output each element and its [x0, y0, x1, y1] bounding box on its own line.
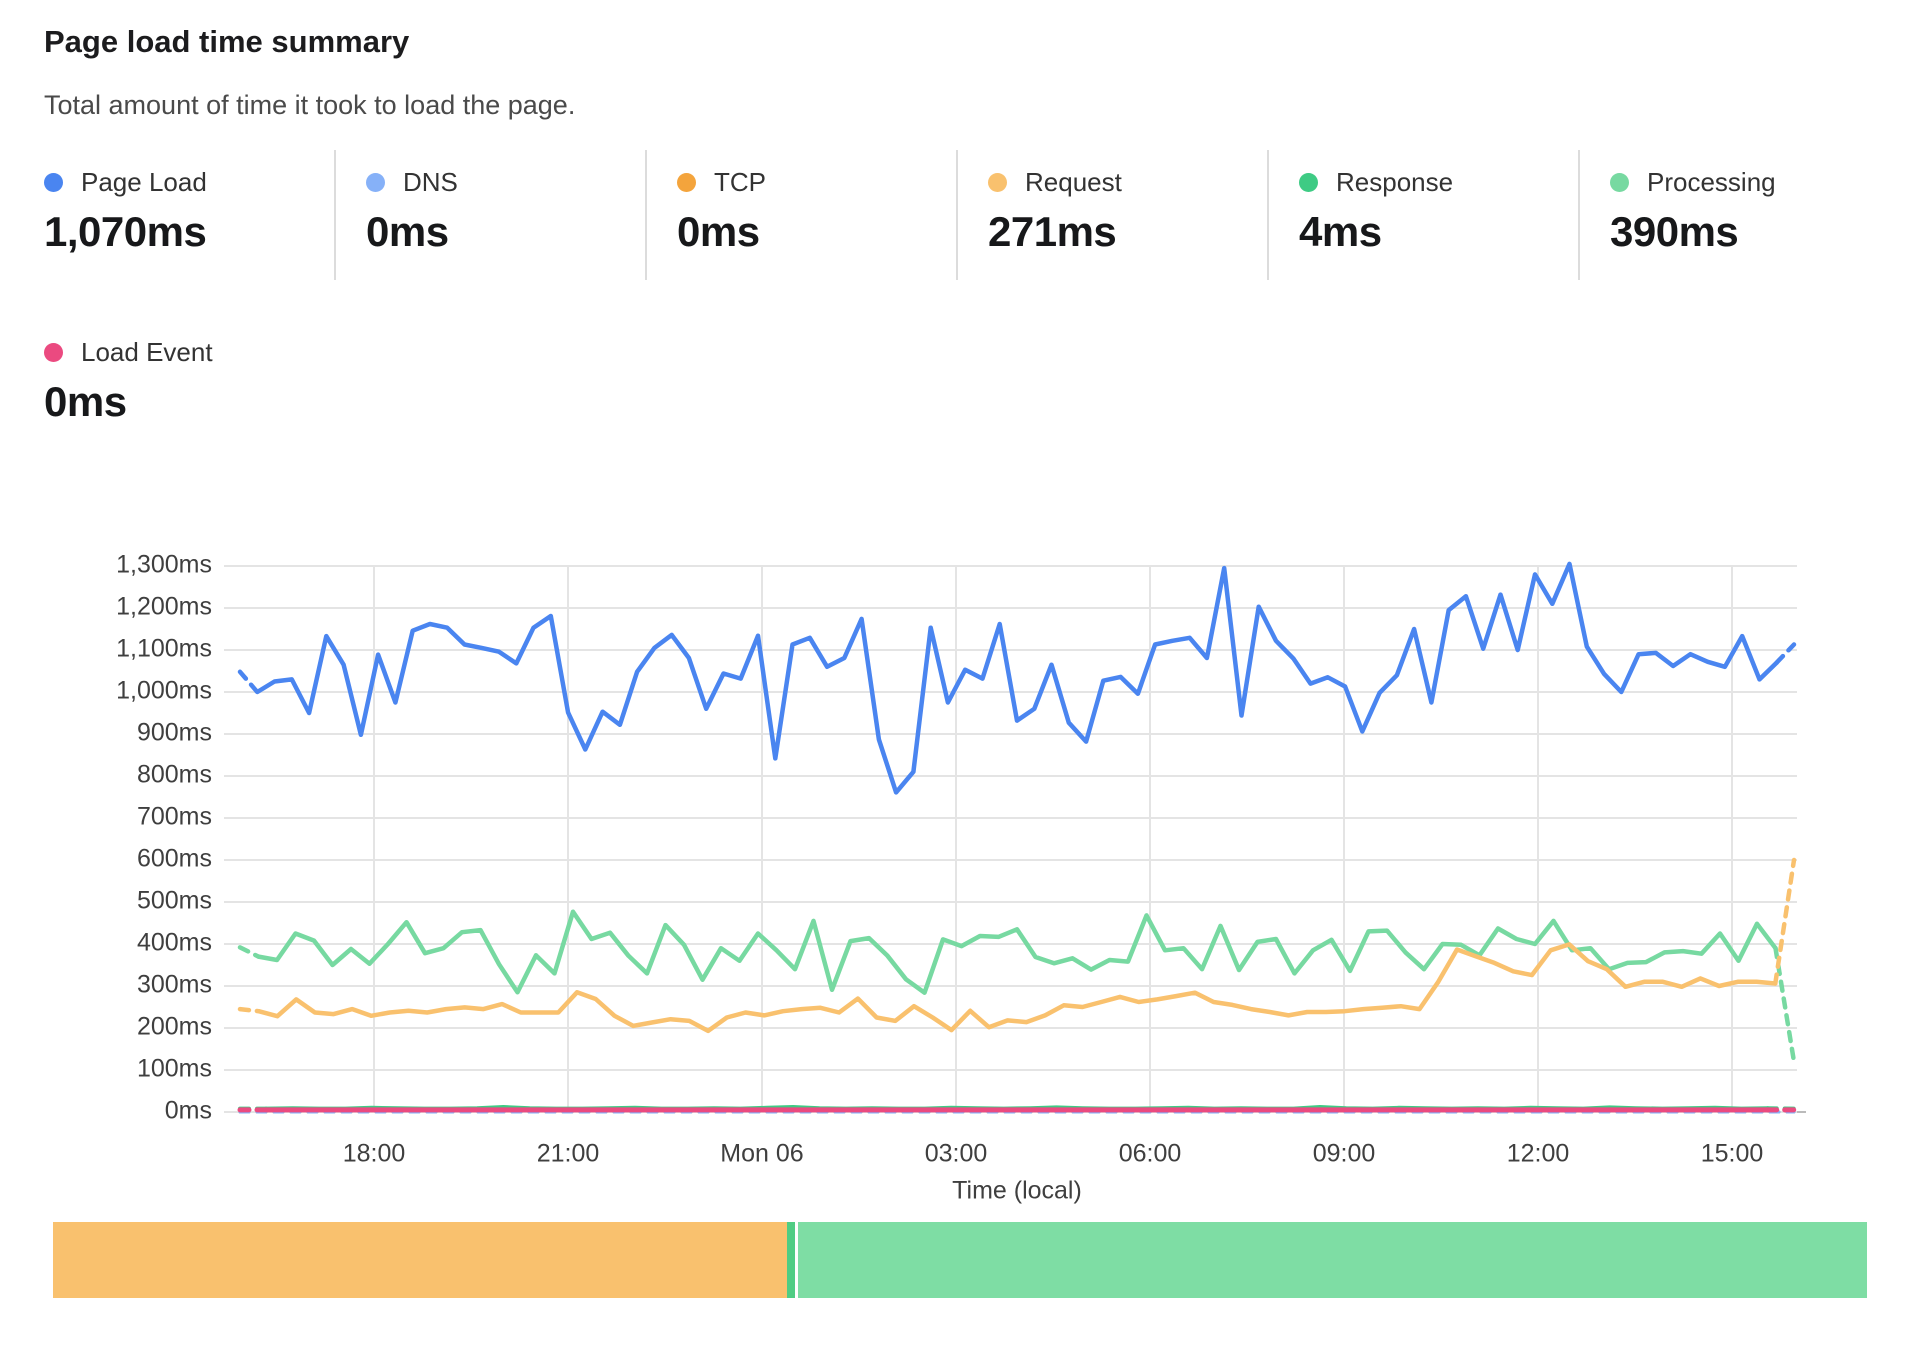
metric-value: 1,070ms	[44, 208, 207, 255]
metrics-legend-row2: Load Event 0ms	[44, 320, 334, 468]
series-line-page-load-dash-end	[1774, 642, 1797, 665]
y-tick-label: 400ms	[137, 929, 212, 957]
legend-label: Response	[1336, 166, 1454, 197]
x-tick-label: 18:00	[343, 1140, 406, 1168]
load-time-share-bar	[53, 1222, 1867, 1298]
y-tick-label: 1,200ms	[116, 593, 212, 621]
series-line-page-load	[255, 561, 1779, 795]
x-tick-label: 06:00	[1119, 1140, 1182, 1168]
legend-item-page-load[interactable]: Page Load 1,070ms	[44, 150, 334, 280]
request-dot-icon	[988, 172, 1007, 192]
legend-item-load-event[interactable]: Load Event 0ms	[44, 336, 334, 468]
y-tick-label: 200ms	[137, 1013, 212, 1041]
metrics-legend-row: Page Load 1,070ms DNS 0ms TCP 0ms Reques…	[44, 150, 1889, 280]
series-line-processing-dash-start	[237, 945, 261, 959]
y-tick-label: 800ms	[137, 761, 212, 789]
x-tick-label: Mon 06	[720, 1140, 803, 1168]
load-event-dot-icon	[44, 342, 63, 362]
x-tick-label: 15:00	[1701, 1140, 1764, 1168]
x-tick-label: 09:00	[1313, 1140, 1376, 1168]
y-tick-label: 700ms	[137, 803, 212, 831]
bar-segment-gap	[794, 1222, 798, 1298]
series-line-request-dash-start	[237, 1006, 261, 1014]
x-tick-label: 03:00	[925, 1140, 988, 1168]
legend-label: Processing	[1647, 166, 1776, 197]
x-axis-title: Time (local)	[952, 1177, 1082, 1205]
metric-value: 390ms	[1610, 208, 1739, 255]
legend-label: DNS	[403, 166, 458, 197]
legend-label: Request	[1025, 166, 1122, 197]
page-subtitle: Total amount of time it took to load the…	[44, 90, 576, 120]
legend-item-processing[interactable]: Processing 390ms	[1578, 150, 1889, 280]
bar-segment-request-share	[53, 1222, 787, 1298]
y-tick-label: 600ms	[137, 845, 212, 873]
series-line-page-load-dash-start	[237, 669, 260, 695]
dns-dot-icon	[366, 172, 385, 192]
y-tick-label: 1,100ms	[116, 635, 212, 663]
legend-label: Load Event	[81, 336, 213, 367]
series-line-request	[256, 942, 1778, 1034]
page-load-dot-icon	[44, 172, 63, 192]
y-tick-label: 0ms	[165, 1097, 212, 1125]
metric-value: 0ms	[366, 208, 449, 255]
series-line-request-dash-end	[1773, 857, 1797, 986]
legend-item-request[interactable]: Request 271ms	[956, 150, 1267, 280]
metric-value: 4ms	[1299, 208, 1382, 255]
y-tick-label: 300ms	[137, 971, 212, 999]
metric-value: 271ms	[988, 208, 1117, 255]
response-dot-icon	[1299, 172, 1318, 192]
legend-label: Page Load	[81, 166, 207, 197]
y-tick-label: 100ms	[137, 1055, 212, 1083]
y-tick-label: 900ms	[137, 719, 212, 747]
legend-item-response[interactable]: Response 4ms	[1267, 150, 1578, 280]
bar-segment-response-share	[786, 1222, 795, 1298]
page-title: Page load time summary	[44, 24, 410, 59]
x-tick-label: 21:00	[537, 1140, 600, 1168]
series-line-processing	[256, 909, 1778, 995]
legend-item-tcp[interactable]: TCP 0ms	[645, 150, 956, 280]
tcp-dot-icon	[677, 172, 696, 192]
metric-value: 0ms	[44, 378, 127, 425]
processing-dot-icon	[1610, 172, 1629, 192]
legend-item-dns[interactable]: DNS 0ms	[334, 150, 645, 280]
x-tick-label: 12:00	[1507, 1140, 1570, 1168]
y-tick-label: 1,000ms	[116, 677, 212, 705]
bar-segment-processing-share	[797, 1222, 1867, 1298]
y-tick-label: 500ms	[137, 887, 212, 915]
legend-label: TCP	[714, 166, 766, 197]
y-tick-label: 1,300ms	[116, 551, 212, 579]
metric-value: 0ms	[677, 208, 760, 255]
